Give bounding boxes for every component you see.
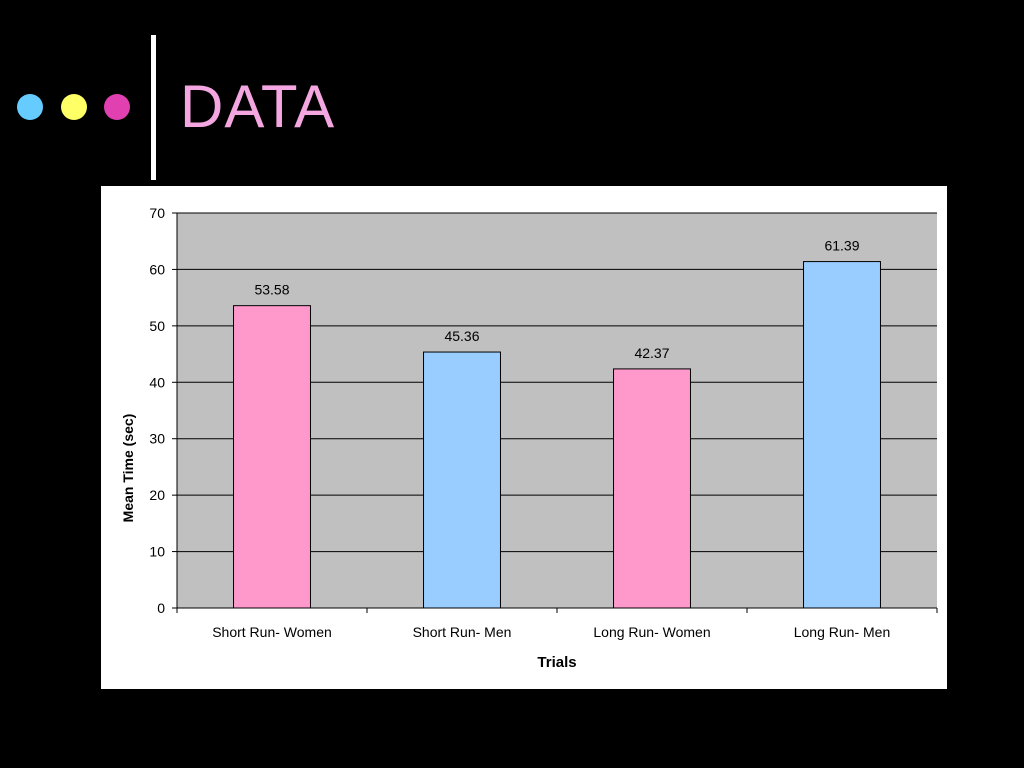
y-axis-label: Mean Time (sec) [120,414,136,523]
slide-title: DATA [180,73,336,140]
data-label: 42.37 [634,345,669,361]
yellow-dot-icon [61,94,87,120]
data-label: 61.39 [824,238,859,254]
data-label: 45.36 [444,328,479,344]
y-tick-label: 50 [149,318,165,334]
title-divider [151,35,156,180]
y-tick-label: 70 [149,205,165,221]
x-tick-label: Short Run- Men [413,624,512,640]
y-tick-label: 0 [157,600,165,616]
bar [803,261,881,609]
bar-chart: 0 10 20 30 40 50 60 70 53.58 Short Run- Women 45.3… [120,205,938,671]
x-tick-label: Long Run- Men [794,624,891,640]
x-tick-label: Short Run- Women [212,624,332,640]
bar [423,351,501,609]
chart-panel: 0 10 20 30 40 50 60 70 53.58 Short Run- Women 45.3… [101,186,947,689]
y-tick-label: 60 [149,261,165,277]
data-label: 53.58 [254,282,289,298]
y-tick-label: 20 [149,487,165,503]
y-tick-label: 10 [149,544,165,560]
bar [613,368,691,609]
x-axis-label: Trials [537,654,576,671]
bar [233,305,311,609]
y-tick-label: 30 [149,431,165,447]
magenta-dot-icon [104,94,130,120]
cyan-dot-icon [17,94,43,120]
x-tick-label: Long Run- Women [593,624,710,640]
y-tick-label: 40 [149,374,165,390]
